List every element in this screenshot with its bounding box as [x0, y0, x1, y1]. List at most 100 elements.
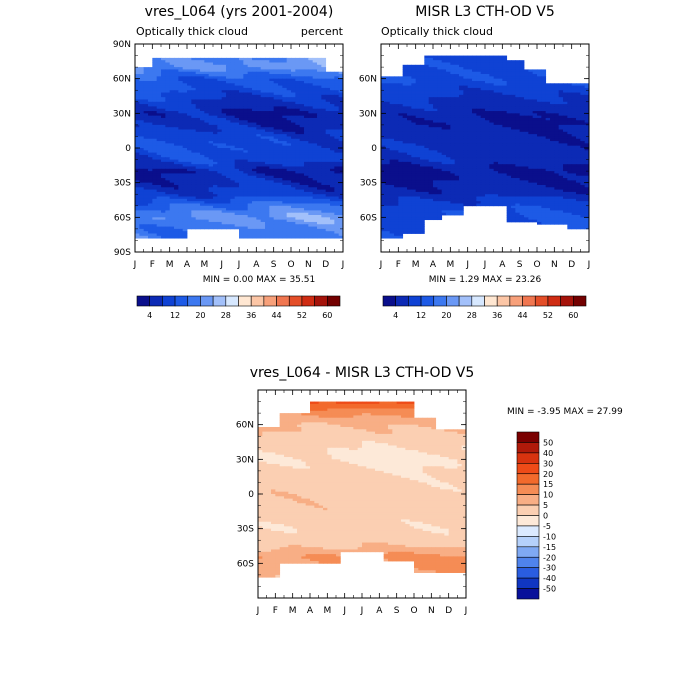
contour-cell: [247, 108, 253, 112]
contour-cell: [308, 94, 314, 98]
contour-cell: [489, 60, 495, 63]
contour-cell: [537, 94, 542, 98]
contour-cell: [338, 152, 343, 156]
contour-cell: [446, 108, 451, 112]
contour-cell: [265, 210, 270, 214]
contour-cell: [402, 80, 408, 84]
contour-cell: [187, 164, 192, 167]
contour-cell: [295, 67, 301, 70]
contour-cell: [204, 99, 210, 103]
contour-cell: [273, 210, 279, 214]
contour-cell: [139, 101, 145, 105]
contour-cell: [498, 104, 503, 107]
contour-cell: [286, 106, 292, 110]
contour-cell: [182, 80, 188, 84]
contour-cell: [291, 191, 296, 195]
contour-cell: [148, 141, 153, 144]
contour-cell: [558, 115, 564, 119]
contour-cell: [291, 235, 296, 239]
contour-cell: [558, 83, 564, 86]
contour-cell: [584, 115, 589, 119]
contour-cell: [165, 196, 171, 200]
contour-cell: [217, 168, 223, 172]
contour-cell: [459, 80, 464, 84]
contour-cell: [563, 85, 568, 89]
contour-cell: [446, 104, 451, 107]
contour-cell: [252, 143, 257, 147]
contour-cell: [169, 120, 175, 123]
contour-cell: [299, 150, 305, 154]
contour-cell: [273, 178, 279, 181]
contour-cell: [182, 62, 188, 66]
contour-cell: [278, 212, 283, 216]
contour-cell: [415, 85, 421, 89]
contour-cell: [433, 87, 438, 91]
contour-cell: [415, 113, 421, 117]
contour-cell: [247, 175, 253, 179]
contour-cell: [299, 80, 305, 84]
contour-cell: [191, 101, 197, 105]
contour-cell: [472, 76, 477, 80]
contour-cell: [550, 87, 555, 91]
contour-cell: [260, 64, 266, 68]
contour-cell: [415, 87, 421, 91]
contour-cell: [226, 203, 231, 207]
contour-cell: [243, 233, 249, 237]
contour-cell: [178, 231, 184, 234]
contour-cell: [325, 152, 331, 156]
contour-cell: [178, 97, 184, 100]
contour-cell: [156, 104, 162, 107]
contour-cell: [156, 111, 162, 114]
contour-cell: [191, 175, 197, 179]
contour-cell: [459, 97, 464, 100]
contour-cell: [195, 127, 201, 130]
contour-cell: [493, 92, 499, 96]
contour-cell: [446, 92, 451, 96]
contour-cell: [143, 85, 149, 89]
contour-cell: [191, 182, 197, 186]
contour-cell: [304, 60, 309, 63]
contour-cell: [295, 152, 301, 156]
contour-cell: [402, 106, 408, 110]
contour-cell: [428, 67, 434, 70]
contour-cell: [334, 159, 340, 163]
contour-cell: [252, 219, 257, 223]
contour-cell: [269, 217, 275, 221]
contour-cell: [282, 78, 288, 82]
contour-cell: [299, 228, 305, 232]
contour-cell: [472, 106, 477, 110]
contour-cell: [385, 120, 391, 123]
contour-cell: [265, 180, 270, 184]
contour-cell: [191, 74, 197, 77]
contour-cell: [252, 127, 257, 130]
contour-cell: [338, 168, 343, 172]
contour-cell: [295, 85, 301, 89]
contour-cell: [321, 108, 327, 112]
contour-cell: [545, 120, 551, 123]
contour-cell: [187, 106, 192, 110]
contour-cell: [208, 187, 214, 190]
contour-cell: [278, 97, 283, 100]
contour-cell: [156, 161, 162, 165]
contour-cell: [221, 221, 227, 225]
contour-cell: [182, 92, 188, 96]
contour-cell: [286, 161, 292, 165]
contour-cell: [195, 115, 201, 119]
contour-cell: [511, 106, 516, 110]
contour-cell: [502, 78, 508, 82]
contour-cell: [161, 215, 166, 218]
contour-cell: [273, 219, 279, 223]
contour-cell: [273, 224, 279, 227]
contour-cell: [454, 97, 460, 100]
contour-cell: [472, 108, 477, 112]
contour-cell: [411, 67, 417, 70]
contour-cell: [424, 60, 430, 63]
contour-cell: [476, 83, 482, 86]
contour-cell: [498, 85, 503, 89]
contour-cell: [143, 226, 149, 230]
contour-cell: [273, 182, 279, 186]
contour-cell: [191, 97, 197, 100]
contour-cell: [325, 150, 331, 154]
contour-cell: [524, 80, 529, 84]
contour-cell: [299, 124, 305, 128]
